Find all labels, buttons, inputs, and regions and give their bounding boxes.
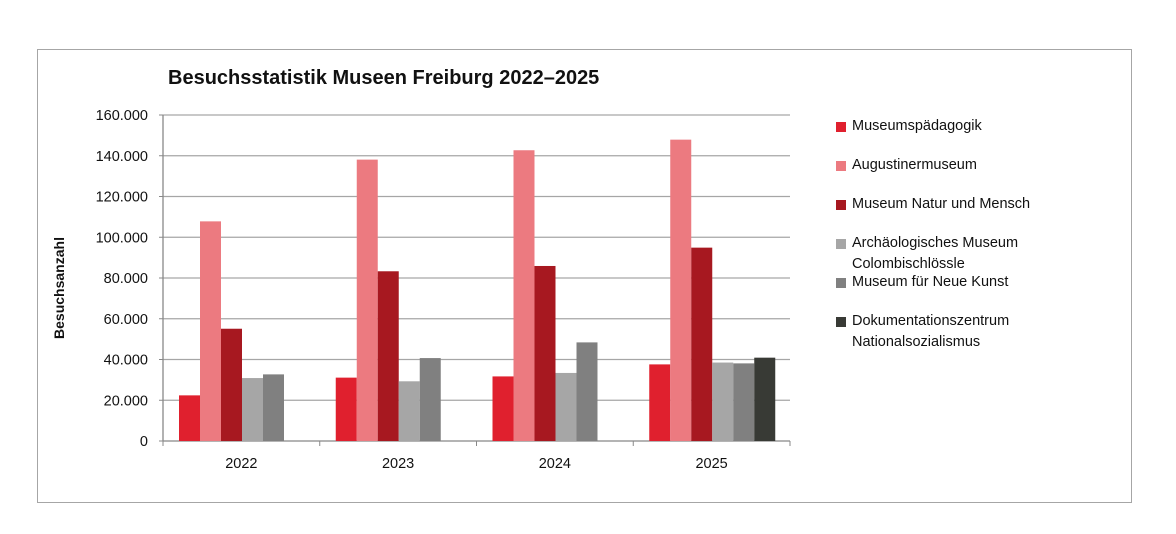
legend-label: Dokumentationszentrum Nationalsozialismus <box>852 311 1009 353</box>
y-tick-label: 140.000 <box>96 149 148 165</box>
legend-item: Dokumentationszentrum Nationalsozialismus <box>836 313 1009 353</box>
legend-swatch <box>836 278 846 288</box>
bar <box>263 374 284 441</box>
y-tick-label: 40.000 <box>104 353 148 369</box>
bar <box>576 342 598 441</box>
bar <box>335 377 357 441</box>
legend-item: Augustinermuseum <box>836 157 977 176</box>
legend-label: Augustinermuseum <box>852 155 977 176</box>
legend-label-line: Museum für Neue Kunst <box>852 274 1009 290</box>
legend-label: Museum für Neue Kunst <box>852 272 1008 293</box>
legend-label: Museumspädagogik <box>852 116 982 137</box>
y-tick-label: 160.000 <box>96 108 148 124</box>
legend-label-line: Colombischlössle <box>852 256 965 272</box>
legend-label-line: Museum Natur und Mensch <box>852 196 1031 212</box>
bar <box>492 376 514 441</box>
legend-swatch <box>836 239 846 249</box>
y-tick-label: 120.000 <box>96 190 148 206</box>
y-tick-label: 100.000 <box>96 230 148 246</box>
y-tick-label: 0 <box>140 434 148 450</box>
legend-label-line: Dokumentationszentrum <box>852 313 1010 329</box>
y-tick-label: 80.000 <box>104 271 148 287</box>
bar <box>534 265 556 441</box>
legend-item: Museum Natur und Mensch <box>836 196 1030 215</box>
legend-swatch <box>836 317 846 327</box>
x-tick-label: 2022 <box>225 456 257 472</box>
bar <box>377 271 399 441</box>
legend-label-line: Archäologisches Museum <box>852 235 1019 251</box>
bar <box>513 150 535 441</box>
legend-label-line: Museumspädagogik <box>852 118 982 134</box>
bar <box>200 221 221 441</box>
bar <box>712 362 734 441</box>
legend-label-line: Augustinermuseum <box>852 157 977 173</box>
legend-swatch <box>836 200 846 210</box>
legend-swatch <box>836 161 846 171</box>
bar <box>754 357 776 441</box>
bar <box>555 372 577 441</box>
bar <box>649 364 671 441</box>
x-tick-label: 2023 <box>382 456 414 472</box>
bar <box>221 328 242 441</box>
bar <box>242 378 263 441</box>
legend-label: Museum Natur und Mensch <box>852 194 1030 215</box>
legend-swatch <box>836 122 846 132</box>
bar <box>419 358 441 441</box>
legend-item: Archäologisches Museum Colombischlössle <box>836 235 1018 275</box>
legend-item: Museum für Neue Kunst <box>836 274 1008 293</box>
bar <box>691 247 713 441</box>
x-tick-label: 2025 <box>695 456 727 472</box>
legend-label-line: Nationalsozialismus <box>852 334 981 350</box>
chart-frame <box>37 49 1132 503</box>
legend-label: Archäologisches Museum Colombischlössle <box>852 233 1018 275</box>
x-tick-label: 2024 <box>539 456 571 472</box>
legend-item: Museumspädagogik <box>836 118 982 137</box>
bar <box>179 395 200 441</box>
bar <box>398 381 420 441</box>
bar <box>356 159 378 441</box>
bar <box>670 139 692 441</box>
y-tick-label: 60.000 <box>104 312 148 328</box>
y-tick-label: 20.000 <box>104 393 148 409</box>
chart-title: Besuchsstatistik Museen Freiburg 2022–20… <box>168 67 600 89</box>
bar <box>733 363 755 441</box>
